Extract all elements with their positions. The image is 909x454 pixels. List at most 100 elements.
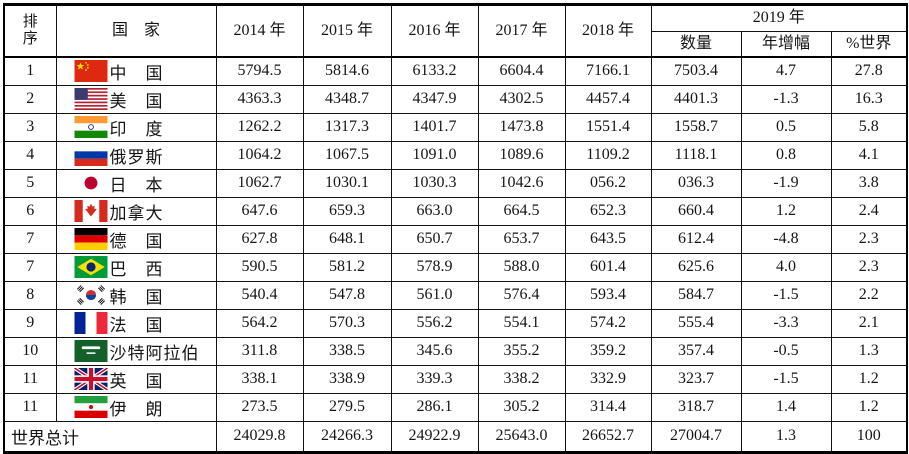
flag-usa-icon — [74, 88, 108, 110]
value-cell: 1091.0 — [390, 140, 479, 170]
total-row: 世界总计 24029.8 24266.3 24922.9 25643.0 266… — [3, 420, 908, 453]
value-cell: 16.3 — [830, 84, 908, 114]
rank-cell: 8 — [3, 280, 57, 310]
value-cell: 286.1 — [390, 392, 479, 422]
value-cell: 650.7 — [390, 224, 479, 254]
value-cell: 273.5 — [215, 392, 304, 422]
value-cell: 4.1 — [830, 140, 908, 170]
value-cell: 4348.7 — [302, 84, 392, 114]
header-rank: 排 序 — [3, 4, 57, 57]
value-cell: 590.5 — [215, 252, 304, 282]
flag-saudiarabia-icon — [74, 340, 108, 362]
country-name: 沙特阿拉伯 — [109, 343, 200, 363]
value-cell: 652.3 — [564, 196, 652, 226]
value-cell: 1317.3 — [302, 112, 392, 142]
value-cell: -3.3 — [740, 308, 832, 338]
total-value-cell: 100 — [830, 420, 908, 453]
value-cell: -4.8 — [740, 224, 832, 254]
total-value-cell: 24922.9 — [390, 420, 479, 453]
value-cell: 574.2 — [564, 308, 652, 338]
value-cell: -1.5 — [740, 280, 832, 310]
table-row: 1 中 国 5794.5 5814.6 6133.2 6604.4 7166.1 7503.4… — [3, 55, 908, 86]
value-cell: 1089.6 — [477, 140, 566, 170]
value-cell: -1.9 — [740, 168, 832, 198]
country-cell: 沙特阿拉伯 — [55, 336, 217, 366]
value-cell: 653.7 — [477, 224, 566, 254]
value-cell: -1.3 — [740, 84, 832, 114]
total-value-cell: 24266.3 — [302, 420, 392, 453]
value-cell: 581.2 — [302, 252, 392, 282]
value-cell: 554.1 — [477, 308, 566, 338]
value-cell: 311.8 — [215, 336, 304, 366]
value-cell: 643.5 — [564, 224, 652, 254]
flag-germany-icon — [74, 228, 108, 250]
value-cell: 578.9 — [390, 252, 479, 282]
flag-brazil-icon — [74, 256, 108, 278]
rank-cell: 4 — [3, 140, 57, 170]
value-cell: 036.3 — [650, 168, 742, 198]
country-name: 伊 朗 — [109, 399, 164, 419]
flag-india-icon — [74, 116, 108, 138]
value-cell: 659.3 — [302, 196, 392, 226]
country-cell: 伊 朗 — [55, 392, 217, 422]
value-cell: 540.4 — [215, 280, 304, 310]
total-label: 世界总计 — [3, 420, 217, 453]
value-cell: 318.7 — [650, 392, 742, 422]
value-cell: 5.8 — [830, 112, 908, 142]
value-cell: 1064.2 — [215, 140, 304, 170]
value-cell: 4302.5 — [477, 84, 566, 114]
value-cell: 612.4 — [650, 224, 742, 254]
country-name: 韩 国 — [109, 287, 164, 307]
value-cell: 1551.4 — [564, 112, 652, 142]
value-cell: 588.0 — [477, 252, 566, 282]
rank-cell: 6 — [3, 196, 57, 226]
value-cell: 664.5 — [477, 196, 566, 226]
value-cell: 1067.5 — [302, 140, 392, 170]
value-cell: 359.2 — [564, 336, 652, 366]
rank-cell: 1 — [3, 55, 57, 86]
value-cell: 4.7 — [740, 55, 832, 86]
value-cell: 339.3 — [390, 364, 479, 394]
country-name: 德 国 — [109, 231, 164, 251]
value-cell: 1042.6 — [477, 168, 566, 198]
value-cell: 4401.3 — [650, 84, 742, 114]
flag-france-icon — [74, 312, 108, 334]
table-body: 1 中 国 5794.5 5814.6 6133.2 6604.4 7166.1 7503.4… — [3, 55, 908, 422]
value-cell: 1558.7 — [650, 112, 742, 142]
table-row: 2 美 国 4363.3 4348.7 4347.9 4302.5 4457.4 4401.3… — [3, 84, 908, 114]
country-name: 美 国 — [109, 91, 164, 111]
value-cell: 555.4 — [650, 308, 742, 338]
value-cell: 0.5 — [740, 112, 832, 142]
value-cell: 338.5 — [302, 336, 392, 366]
table-row: 11 伊 朗 273.5 279.5 286.1 305.2 314.4 318.7 1.4 1.… — [3, 392, 908, 422]
value-cell: 3.8 — [830, 168, 908, 198]
value-cell: 345.6 — [390, 336, 479, 366]
table-row: 6 加拿大 647.6 659.3 663.0 664.5 652.3 660.4 1.2 2.4 — [3, 196, 908, 226]
value-cell: 7503.4 — [650, 55, 742, 86]
value-cell: 5794.5 — [215, 55, 304, 86]
value-cell: 6133.2 — [390, 55, 479, 86]
value-cell: 1.2 — [740, 196, 832, 226]
table-row: 3 印 度 1262.2 1317.3 1401.7 1473.8 1551.4 1558.7… — [3, 112, 908, 142]
total-value-cell: 26652.7 — [564, 420, 652, 453]
value-cell: 27.8 — [830, 55, 908, 86]
value-cell: 2.1 — [830, 308, 908, 338]
country-cell: 中 国 — [55, 55, 217, 86]
rank-cell: 11 — [3, 364, 57, 394]
header-year-2014: 2014 年 — [215, 4, 304, 57]
country-cell: 韩 国 — [55, 280, 217, 310]
value-cell: 1109.2 — [564, 140, 652, 170]
value-cell: 1118.1 — [650, 140, 742, 170]
value-cell: 648.1 — [302, 224, 392, 254]
header-year-2016: 2016 年 — [390, 4, 479, 57]
country-cell: 日 本 — [55, 168, 217, 198]
header-year-2015: 2015 年 — [302, 4, 392, 57]
country-name: 印 度 — [109, 119, 164, 139]
world-country-ranking-table: 排 序 国 家 2014 年 2015 年 2016 年 2017 年 2018… — [3, 3, 909, 454]
value-cell: 556.2 — [390, 308, 479, 338]
value-cell: 561.0 — [390, 280, 479, 310]
total-value-cell: 24029.8 — [215, 420, 304, 453]
value-cell: 7166.1 — [564, 55, 652, 86]
value-cell: 1.3 — [830, 336, 908, 366]
header-year-2018: 2018 年 — [564, 4, 652, 57]
